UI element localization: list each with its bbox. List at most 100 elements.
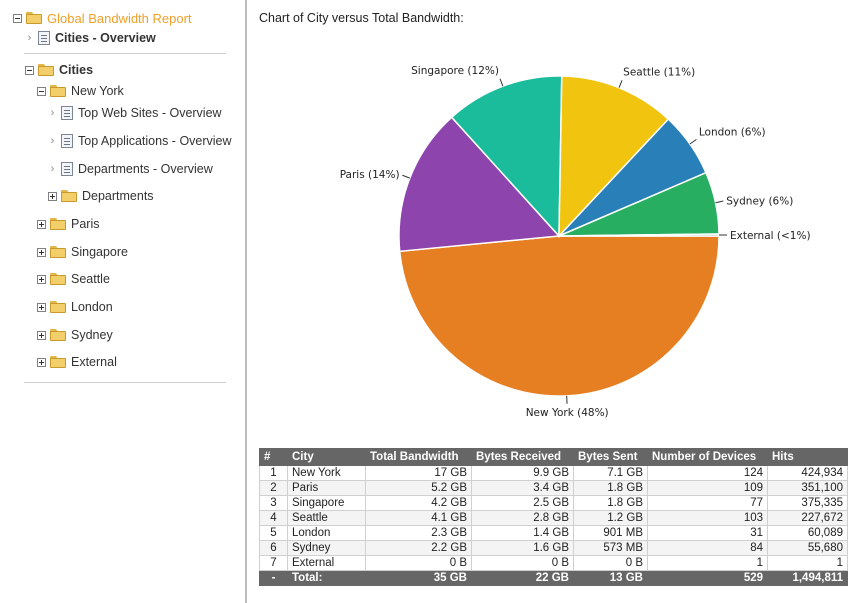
table-cell: 0 B	[471, 555, 574, 571]
collapse-icon[interactable]	[13, 13, 22, 23]
city-label[interactable]: Singapore	[71, 245, 128, 259]
table-cell: 109	[647, 480, 768, 496]
pie-slice-new-york[interactable]	[398, 235, 720, 397]
table-cell: 2.3 GB	[365, 525, 472, 541]
pie-slice-paris[interactable]	[398, 116, 561, 253]
table-cell: 7.1 GB	[573, 465, 648, 481]
table-cell: 5	[259, 525, 288, 541]
table-cell: 573 MB	[573, 540, 648, 556]
report-page-icon	[61, 106, 73, 120]
column-header[interactable]: Bytes Received	[471, 448, 574, 466]
panel-divider[interactable]	[245, 0, 247, 603]
folder-icon	[50, 218, 66, 230]
table-cell: 424,934	[767, 465, 848, 481]
chevron-right-icon[interactable]: ›	[50, 107, 55, 119]
city-label[interactable]: External	[71, 355, 117, 369]
pie-leader-line	[618, 80, 623, 88]
table-cell: 17 GB	[365, 465, 472, 481]
table-cell: 77	[647, 495, 768, 511]
expand-icon[interactable]	[37, 330, 46, 340]
city-label[interactable]: London	[71, 300, 113, 314]
expand-icon[interactable]	[37, 302, 46, 312]
tree-node-city[interactable]: Sydney	[37, 326, 113, 344]
table-cell: 9.9 GB	[471, 465, 574, 481]
table-cell: 1.6 GB	[471, 540, 574, 556]
expand-icon[interactable]	[37, 357, 46, 367]
table-cell: 1.4 GB	[471, 525, 574, 541]
table-cell: 31	[647, 525, 768, 541]
column-header[interactable]: Hits	[767, 448, 848, 466]
table-row: 6 Sydney 2.2 GB 1.6 GB 573 MB 84 55,680	[259, 540, 848, 556]
table-cell: 1	[767, 555, 848, 571]
folder-open-icon	[50, 85, 66, 97]
column-header[interactable]: Number of Devices	[647, 448, 768, 466]
column-header[interactable]: Total Bandwidth	[365, 448, 472, 466]
table-cell: 3	[259, 495, 288, 511]
chevron-right-icon[interactable]: ›	[50, 163, 55, 175]
tree-node-departments-overview[interactable]: › Departments - Overview	[48, 160, 213, 178]
tree-node-new-york[interactable]: New York	[37, 82, 124, 100]
collapse-icon[interactable]	[37, 86, 46, 96]
tree-node-city[interactable]: Singapore	[37, 243, 128, 261]
tree-node-report[interactable]: Global Bandwidth Report	[13, 9, 192, 27]
pie-label-london: London (6%)	[699, 127, 766, 139]
table-cell: 901 MB	[573, 525, 648, 541]
city-label[interactable]: Paris	[71, 217, 100, 231]
tree-node-top-web-sites[interactable]: › Top Web Sites - Overview	[48, 104, 222, 122]
table-row: 1 New York 17 GB 9.9 GB 7.1 GB 124 424,934	[259, 465, 848, 481]
expand-icon[interactable]	[37, 247, 46, 257]
table-cell: 1.8 GB	[573, 480, 648, 496]
expand-icon[interactable]	[37, 274, 46, 284]
expand-icon[interactable]	[37, 219, 46, 229]
table-cell: 227,672	[767, 510, 848, 526]
table-cell: 55,680	[767, 540, 848, 556]
table-cell: 1.2 GB	[573, 510, 648, 526]
chevron-right-icon[interactable]: ›	[50, 135, 55, 147]
column-header[interactable]: City	[287, 448, 366, 466]
cities-overview-label[interactable]: Cities - Overview	[55, 31, 156, 45]
tree-node-city[interactable]: Paris	[37, 215, 99, 233]
tree-node-top-applications[interactable]: › Top Applications - Overview	[48, 132, 232, 150]
pie-label-paris: Paris (14%)	[340, 169, 400, 181]
pie-slice-external[interactable]	[558, 233, 720, 237]
expand-icon[interactable]	[48, 191, 57, 201]
cities-label[interactable]: Cities	[59, 63, 94, 77]
chevron-right-icon[interactable]: ›	[27, 32, 32, 44]
column-header[interactable]: #	[259, 448, 288, 466]
table-cell: 84	[647, 540, 768, 556]
total-cell: -	[259, 570, 288, 586]
tree-node-city[interactable]: External	[37, 353, 117, 371]
column-header[interactable]: Bytes Sent	[573, 448, 648, 466]
city-label[interactable]: Sydney	[71, 328, 113, 342]
table-cell: New York	[287, 465, 366, 481]
table-cell: 4.1 GB	[365, 510, 472, 526]
table-cell: 6	[259, 540, 288, 556]
total-cell: 529	[647, 570, 768, 586]
table-cell: 351,100	[767, 480, 848, 496]
table-row: 3 Singapore 4.2 GB 2.5 GB 1.8 GB 77 375,335	[259, 495, 848, 511]
folder-open-icon	[38, 64, 54, 76]
new-york-label[interactable]: New York	[71, 84, 124, 98]
tree-node-city[interactable]: London	[37, 298, 113, 316]
top-applications-label[interactable]: Top Applications - Overview	[78, 134, 232, 148]
tree-node-cities[interactable]: Cities	[25, 61, 93, 79]
table-cell: 124	[647, 465, 768, 481]
top-web-sites-label[interactable]: Top Web Sites - Overview	[78, 106, 222, 120]
table-cell: 0 B	[365, 555, 472, 571]
chart-title: Chart of City versus Total Bandwidth:	[259, 11, 464, 25]
tree-node-departments[interactable]: Departments	[48, 187, 154, 205]
tree-divider	[24, 382, 226, 383]
departments-label[interactable]: Departments	[82, 189, 154, 203]
departments-overview-label[interactable]: Departments - Overview	[78, 162, 213, 176]
tree-node-cities-overview[interactable]: › Cities - Overview	[25, 29, 156, 47]
collapse-icon[interactable]	[25, 65, 34, 75]
pie-leader-line	[402, 174, 411, 179]
tree-node-city[interactable]: Seattle	[37, 270, 110, 288]
table-cell: 2.8 GB	[471, 510, 574, 526]
city-label[interactable]: Seattle	[71, 272, 110, 286]
table-cell: 375,335	[767, 495, 848, 511]
report-title[interactable]: Global Bandwidth Report	[47, 10, 192, 26]
pie-label-seattle: Seattle (11%)	[623, 67, 695, 79]
bandwidth-table: # City Total Bandwidth Bytes Received Bytes …	[259, 448, 848, 586]
